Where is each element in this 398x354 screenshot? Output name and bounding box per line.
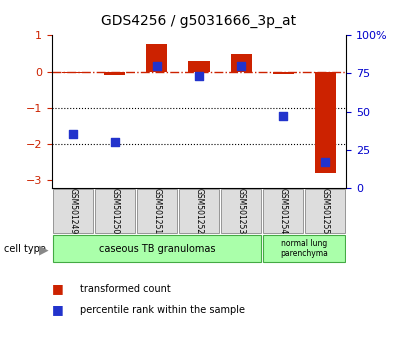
Bar [315, 72, 336, 173]
FancyBboxPatch shape [305, 189, 345, 233]
FancyBboxPatch shape [263, 235, 345, 262]
FancyBboxPatch shape [53, 189, 93, 233]
Text: GSM501253: GSM501253 [236, 188, 246, 234]
FancyBboxPatch shape [221, 189, 261, 233]
Bar [189, 61, 209, 72]
Point [196, 74, 202, 79]
Point [280, 113, 286, 119]
Bar [146, 45, 168, 72]
Point [70, 131, 76, 137]
Text: GSM501254: GSM501254 [279, 188, 288, 234]
Text: GDS4256 / g5031666_3p_at: GDS4256 / g5031666_3p_at [101, 14, 297, 28]
Text: caseous TB granulomas: caseous TB granulomas [99, 244, 215, 254]
Point [322, 159, 328, 165]
Text: GSM501250: GSM501250 [110, 188, 119, 234]
Text: normal lung
parenchyma: normal lung parenchyma [280, 239, 328, 258]
Text: transformed count: transformed count [80, 284, 170, 293]
Bar [273, 72, 294, 74]
Text: GSM501252: GSM501252 [195, 188, 203, 234]
Text: GSM501249: GSM501249 [68, 188, 77, 234]
Text: ■: ■ [52, 303, 64, 316]
Bar [230, 53, 252, 72]
FancyBboxPatch shape [263, 189, 303, 233]
Text: percentile rank within the sample: percentile rank within the sample [80, 305, 245, 315]
Point [112, 139, 118, 145]
Text: ▶: ▶ [39, 243, 49, 256]
Bar [104, 72, 125, 75]
Text: GSM501255: GSM501255 [321, 188, 330, 234]
Text: ■: ■ [52, 282, 64, 295]
Bar [62, 72, 83, 73]
FancyBboxPatch shape [179, 189, 219, 233]
Point [154, 63, 160, 69]
Text: cell type: cell type [4, 244, 46, 254]
Point [238, 63, 244, 69]
Text: GSM501251: GSM501251 [152, 188, 162, 234]
FancyBboxPatch shape [95, 189, 135, 233]
FancyBboxPatch shape [137, 189, 177, 233]
FancyBboxPatch shape [53, 235, 261, 262]
